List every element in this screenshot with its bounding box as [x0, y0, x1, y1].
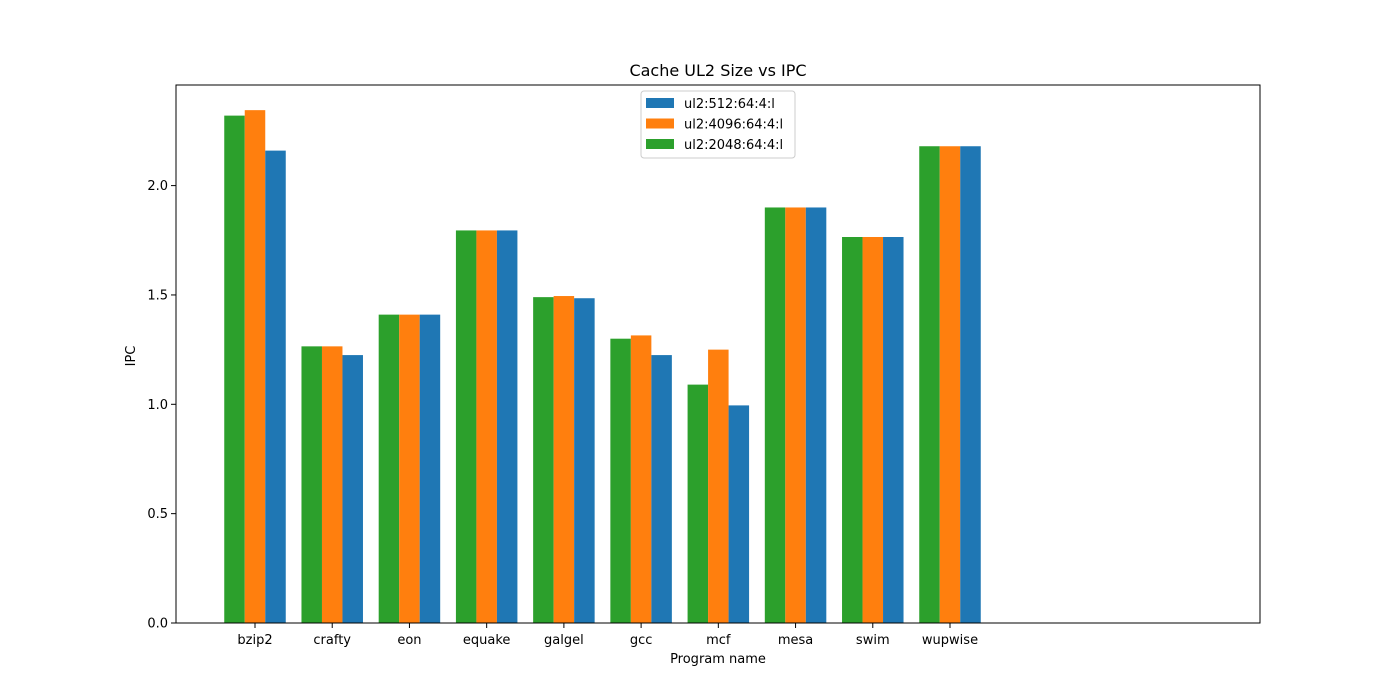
bar-mesa-series-0: [764, 207, 786, 623]
bar-equake-series-1: [476, 230, 497, 623]
bar-wupwise-series-2: [960, 146, 981, 624]
bars-group: [224, 110, 981, 624]
legend-entry-label: ul2:4096:64:4:l: [684, 118, 783, 133]
y-tick-label: 1.5: [147, 288, 168, 303]
x-tick-label-mcf: mcf: [706, 633, 731, 648]
x-axis-label: Program name: [670, 652, 766, 667]
bar-swim-series-2: [883, 237, 904, 623]
bar-swim-series-1: [862, 237, 884, 623]
y-tick-label: 1.0: [147, 398, 168, 413]
bar-eon-series-2: [419, 314, 441, 623]
bar-galgel-series-0: [533, 297, 554, 623]
legend-entry-label: ul2:2048:64:4:l: [684, 138, 783, 153]
legend-swatch: [646, 98, 674, 108]
bar-bzip2-series-1: [244, 110, 266, 623]
x-tick-label-bzip2: bzip2: [237, 633, 272, 648]
bar-swim-series-0: [842, 237, 863, 623]
bar-equake-series-0: [455, 230, 477, 623]
x-tick-label-swim: swim: [856, 633, 890, 648]
bar-wupwise-series-1: [939, 146, 961, 624]
bar-mesa-series-1: [785, 207, 806, 623]
legend-swatch: [646, 139, 674, 149]
y-axis-label: IPC: [124, 346, 139, 367]
x-tick-label-equake: equake: [463, 633, 511, 648]
bar-crafty-series-1: [321, 346, 343, 623]
legend-box: [640, 90, 796, 159]
bar-wupwise-series-0: [919, 146, 940, 624]
x-tick-label-crafty: crafty: [313, 633, 351, 648]
bar-bzip2-series-0: [224, 115, 245, 624]
bar-gcc-series-2: [651, 355, 672, 623]
chart-title: Cache UL2 Size vs IPC: [629, 61, 806, 80]
y-tick-label: 2.0: [147, 179, 168, 194]
bar-equake-series-2: [496, 230, 518, 623]
bar-mesa-series-2: [805, 207, 827, 623]
legend-swatch: [646, 118, 674, 129]
x-tick-label-wupwise: wupwise: [922, 633, 978, 648]
x-tick-label-galgel: galgel: [544, 633, 584, 648]
x-tick-label-gcc: gcc: [630, 633, 653, 648]
bar-mcf-series-0: [687, 384, 709, 623]
legend: ul2:512:64:4:l ul2:4096:64:4:l ul2:2048:64…: [640, 90, 796, 159]
bar-galgel-series-1: [553, 296, 575, 623]
bar-eon-series-0: [378, 314, 400, 623]
bar-galgel-series-2: [574, 298, 595, 623]
bar-gcc-series-1: [630, 335, 652, 623]
bar-crafty-series-0: [301, 346, 322, 623]
axes-group: 0.0 0.5 1.0 1.5 2.0 bzip2 crafty eon equake galge…: [147, 84, 1261, 648]
y-tick-label: 0.0: [147, 617, 168, 632]
bar-bzip2-series-2: [265, 150, 286, 624]
legend-entry-label: ul2:512:64:4:l: [684, 97, 775, 112]
bar-mcf-series-2: [728, 405, 750, 623]
y-tick-label: 0.5: [147, 507, 168, 522]
bar-crafty-series-2: [342, 355, 363, 623]
bar-gcc-series-0: [610, 338, 631, 623]
x-tick-label-mesa: mesa: [778, 633, 813, 648]
bar-eon-series-1: [399, 314, 420, 623]
bar-mcf-series-1: [708, 349, 729, 623]
x-tick-label-eon: eon: [397, 633, 421, 648]
